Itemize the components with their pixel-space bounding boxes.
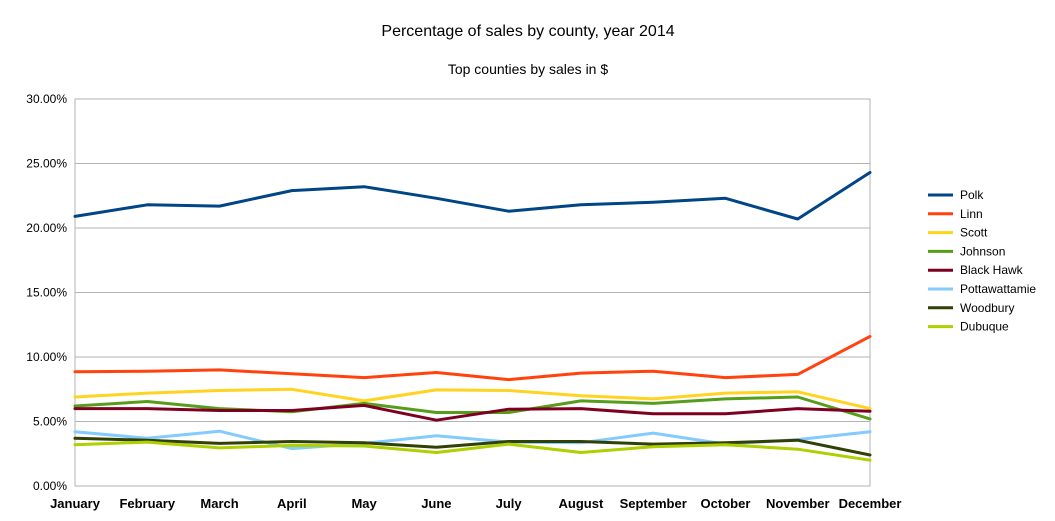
x-tick-label: February — [119, 496, 175, 511]
x-tick-label: January — [50, 496, 101, 511]
x-tick-label: August — [559, 496, 604, 511]
legend-label-linn: Linn — [960, 207, 983, 221]
chart-subtitle: Top counties by sales in $ — [448, 61, 609, 77]
x-tick-label: May — [351, 496, 377, 511]
x-tick-label: March — [200, 496, 238, 511]
y-tick-label: 10.00% — [26, 350, 67, 364]
legend-label-scott: Scott — [960, 226, 988, 240]
chart-title: Percentage of sales by county, year 2014 — [381, 23, 674, 40]
gridlines — [75, 98, 870, 487]
x-tick-label: September — [620, 496, 687, 511]
x-axis: January February March April May June July Augu… — [50, 496, 901, 511]
series-line-scott — [73, 387, 872, 411]
series-line-black-hawk — [73, 403, 872, 422]
x-tick-label: October — [701, 496, 751, 511]
x-tick-label: July — [496, 496, 523, 511]
y-tick-label: 0.00% — [33, 479, 67, 493]
legend-label-woodbury: Woodbury — [960, 301, 1014, 315]
legend-label-pottawattamie: Pottawattamie — [960, 282, 1036, 296]
y-tick-label: 25.00% — [26, 157, 67, 171]
legend-label-black-hawk: Black Hawk — [960, 263, 1024, 277]
legend-label-dubuque: Dubuque — [960, 320, 1009, 334]
legend-label-johnson: Johnson — [960, 244, 1005, 258]
x-tick-label: April — [277, 496, 307, 511]
legend-label-polk: Polk — [960, 188, 984, 202]
y-tick-label: 20.00% — [26, 221, 67, 235]
series-line-polk — [73, 171, 872, 221]
y-tick-label: 5.00% — [33, 415, 67, 429]
x-tick-label: December — [839, 496, 902, 511]
series-line-linn — [73, 334, 872, 382]
y-axis: 0.00% 5.00% 10.00% 15.00% 20.00% 25.00% 30.00% — [26, 92, 67, 493]
legend: Polk Linn Scott Johnson Black Hawk Pottawatta… — [928, 188, 1036, 334]
y-tick-label: 15.00% — [26, 286, 67, 300]
series-line-johnson — [73, 395, 872, 421]
series-line-dubuque — [73, 440, 872, 462]
plot-area — [74, 98, 871, 487]
series-line-woodbury — [73, 436, 872, 457]
x-tick-label: June — [421, 496, 451, 511]
x-tick-label: November — [766, 496, 830, 511]
y-tick-label: 30.00% — [26, 92, 67, 106]
series-lines — [73, 171, 872, 462]
